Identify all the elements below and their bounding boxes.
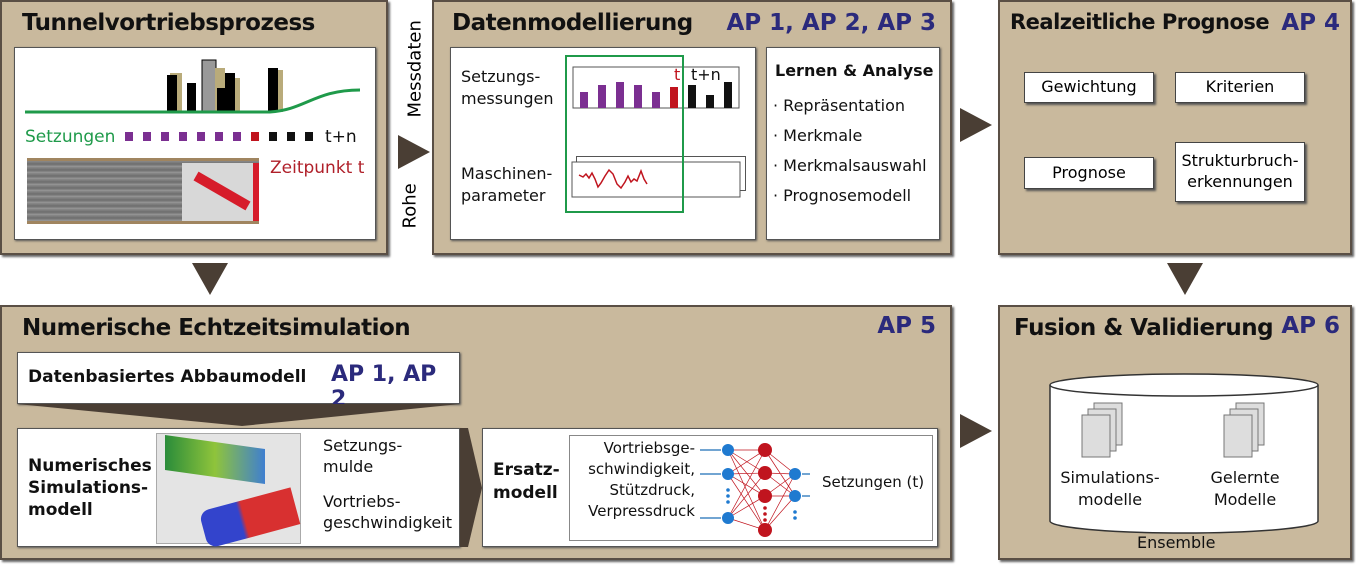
data-box: Setzungs- messungen t t+n Maschinen- par… xyxy=(450,47,756,240)
sim-line: Numerisches xyxy=(28,456,152,476)
list-item: · Repräsentation xyxy=(773,96,905,115)
kriterien-box: Kriterien xyxy=(1175,72,1305,103)
panel-datenmodellierung: Datenmodellierung AP 1, AP 2, AP 3 Setzu… xyxy=(432,0,952,255)
arrow-down-icon xyxy=(1167,263,1203,295)
abbaumodell-box: Datenbasiertes Abbaumodell AP 1, AP 2 xyxy=(17,352,460,412)
inputs-label: Vortriebsge- schwindigkeit, Stützdruck, … xyxy=(570,438,695,522)
neural-network-panel: Vortriebsge- schwindigkeit, Stützdruck, … xyxy=(569,435,933,541)
arrow-right-icon xyxy=(960,414,992,448)
machine-parameter-signal xyxy=(571,161,741,198)
lernen-analyse-box: Lernen & Analyse · Repräsentation · Merk… xyxy=(766,47,940,240)
input-line: Stützdruck, xyxy=(609,481,695,499)
simulationsmodelle-label: Simulations- modelle xyxy=(1055,467,1165,510)
setzungen-label: Setzungen xyxy=(25,127,116,147)
vortrieb-label: geschwindigkeit xyxy=(323,513,452,532)
ersatzmodell-label: Ersatz- modell xyxy=(493,459,560,505)
fem-model-image xyxy=(156,433,301,549)
panel-numerische-echtzeitsimulation: Numerische Echtzeitsimulation AP 5 Daten… xyxy=(0,305,952,560)
prognose-box: Prognose xyxy=(1024,157,1154,189)
setzungs-label: Setzungs- xyxy=(461,67,541,86)
sim-line: modell xyxy=(28,500,93,521)
mulde-label: Setzungs- xyxy=(323,436,403,455)
ersatz-line: modell xyxy=(493,482,558,503)
neural-network-icon xyxy=(700,443,810,537)
lernen-title: Lernen & Analyse xyxy=(775,61,934,80)
ensemble-cylinder xyxy=(1049,373,1319,534)
parameter-label: parameter xyxy=(461,186,546,205)
panel-fusion-validierung: Fusion & Validierung AP 6 Simulations- m… xyxy=(998,305,1352,560)
tunnel-boring-machine-image xyxy=(27,158,259,224)
strukturbruch-box: Strukturbruch- erkennungen xyxy=(1175,142,1305,202)
chevron-right-icon xyxy=(460,428,482,547)
gewichtung-box: Gewichtung xyxy=(1024,72,1154,103)
t-plus-n-label: t+n xyxy=(691,65,721,84)
input-line: Verpressdruck xyxy=(588,502,695,520)
output-label: Setzungen (t) xyxy=(822,473,925,491)
arrow-right-icon xyxy=(398,135,430,169)
ap-badge: AP 6 xyxy=(1281,313,1340,339)
selection-window xyxy=(565,55,684,213)
label-line: Simulations- xyxy=(1060,468,1160,487)
label-line: modelle xyxy=(1077,489,1143,509)
vortrieb-label: Vortriebs- xyxy=(323,492,401,511)
panel-title: Datenmodellierung xyxy=(452,10,693,36)
gelernte-modelle-label: Gelernte Modelle xyxy=(1200,467,1290,510)
panel-tunnelvortriebsprozess: Tunnelvortriebsprozess Setzungen t+n Zei… xyxy=(0,0,388,255)
messdaten-label: Messdaten xyxy=(404,20,426,118)
panel-title: Numerische Echtzeitsimulation xyxy=(22,315,411,341)
list-item: · Merkmale xyxy=(773,126,863,145)
panel-title: Tunnelvortriebsprozess xyxy=(22,10,315,36)
input-line: schwindigkeit, xyxy=(588,460,695,478)
arrow-down-icon xyxy=(192,263,228,295)
arrow-right-icon xyxy=(960,108,992,142)
mulde-label: mulde xyxy=(323,457,374,476)
sim-line: Simulations- xyxy=(28,478,149,499)
ap-badge: AP 1, AP 2, AP 3 xyxy=(726,10,937,36)
messungen-label: messungen xyxy=(461,89,554,108)
list-item: · Merkmalsauswahl xyxy=(773,156,927,175)
strukturbruch-label: Strukturbruch- xyxy=(1181,151,1299,171)
ersatz-line: Ersatz- xyxy=(493,460,560,480)
input-line: Vortriebsge- xyxy=(603,439,695,457)
panel-title: Fusion & Validierung xyxy=(1014,315,1274,341)
simulation-box: Numerisches Simulations- modell Setzungs… xyxy=(17,428,460,549)
abbaumodell-label: Datenbasiertes Abbaumodell xyxy=(28,367,307,387)
ensemble-label: Ensemble xyxy=(1137,533,1216,552)
rohe-label: Rohe xyxy=(399,183,421,229)
panel-realzeitliche-prognose: Realzeitliche Prognose AP 4 Gewichtung K… xyxy=(998,0,1352,255)
panel-title: Realzeitliche Prognose xyxy=(1010,10,1270,34)
simulation-label: Numerisches Simulations- modell xyxy=(28,455,152,521)
settlement-bar-chart xyxy=(572,66,740,109)
label-line: Modelle xyxy=(1213,489,1277,509)
zeitpunkt-label: Zeitpunkt t xyxy=(270,158,365,178)
list-item: · Prognosemodell xyxy=(773,186,912,205)
maschinen-label: Maschinen- xyxy=(461,164,553,183)
ersatzmodell-box: Ersatz- modell Vortriebsge- schwindigkei… xyxy=(482,428,938,547)
city-skyline-icon xyxy=(25,59,361,114)
ap-badge: AP 4 xyxy=(1281,10,1340,36)
ap-badge: AP 5 xyxy=(877,313,936,339)
settlement-timeline xyxy=(125,132,313,141)
label-line: Gelernte xyxy=(1210,468,1280,487)
t-plus-n-label: t+n xyxy=(325,127,357,147)
erkennungen-label: erkennungen xyxy=(1187,172,1293,191)
funnel-shape xyxy=(17,404,460,426)
ap-badge: AP 1, AP 2 xyxy=(331,362,437,412)
tunnel-illustration: Setzungen t+n Zeitpunkt t xyxy=(14,47,376,240)
t-label: t xyxy=(674,65,681,84)
